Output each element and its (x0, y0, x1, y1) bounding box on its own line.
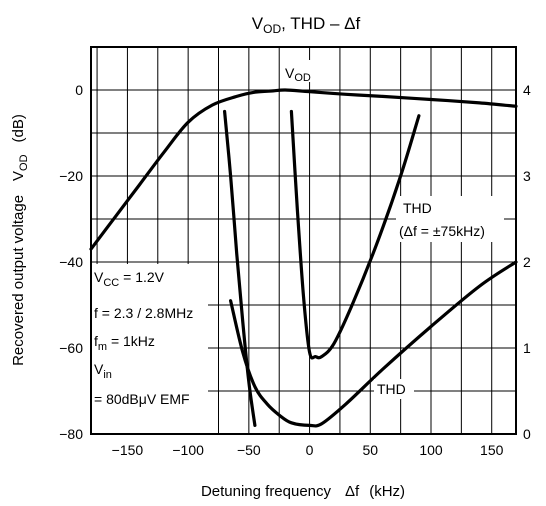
y-left-tick-label: −80 (59, 426, 83, 442)
y-left-tick-label: −40 (59, 254, 83, 270)
condition-line: f = 2.3 / 2.8MHz (94, 305, 193, 321)
x-tick-label: 150 (480, 442, 504, 458)
x-tick-label: 0 (306, 442, 314, 458)
y-left-tick-label: −20 (59, 168, 83, 184)
condition-line: = 80dBμV EMF (94, 391, 190, 407)
vod-label-bg (280, 60, 326, 82)
condition-line: Vin (94, 361, 112, 381)
x-tick-label: −100 (172, 442, 204, 458)
conditions-text: VCC = 1.2V f = 2.3 / 2.8MHz fm = 1kHz Vin = … (94, 269, 193, 407)
vod-curve (89, 88, 518, 251)
plot-frame (90, 46, 517, 435)
conditions-box (91, 264, 208, 434)
x-tick-label: 100 (419, 442, 443, 458)
y-axis-label: Recovered output voltage VOD (dB) (10, 114, 30, 366)
thd-curve-label: THD (377, 381, 406, 397)
chart-title: VOD, THD – Δf (252, 14, 361, 36)
y-right-tick-label: 1 (523, 340, 531, 356)
thd-wide-left-curve (223, 109, 257, 427)
condition-line: VCC = 1.2V (94, 269, 165, 289)
y-right-tick-label: 4 (523, 82, 531, 98)
thd-wide-label-bg (396, 196, 504, 242)
x-tick-label: −150 (112, 442, 144, 458)
y-axis-label-text: Recovered output voltage (10, 195, 27, 366)
x-axis-label-text: Detuning frequency (201, 483, 332, 500)
x-tick-label: −50 (237, 442, 261, 458)
x-axis-label: Detuning frequency Δf (kHz) (201, 483, 405, 500)
thd-label-bg (374, 379, 414, 399)
x-axis-label-unit: (kHz) (369, 483, 405, 500)
thd-wide-label-line2: (Δf = ±75kHz) (399, 223, 485, 239)
y-left-tick-labels: 0 −20 −40 −60 −80 (59, 82, 83, 442)
x-tick-labels: −150 −100 −50 0 50 100 150 (112, 442, 504, 458)
y-axis-label-symbol-main: V (10, 171, 27, 181)
y-left-tick-label: −60 (59, 340, 83, 356)
condition-line: fm = 1kHz (94, 333, 155, 353)
series-group (89, 88, 518, 428)
y-axis-label-unit: (dB) (10, 114, 27, 142)
thd-wide-right-curve (289, 109, 421, 360)
chart-title-rest: , THD – Δf (281, 14, 360, 33)
thd-wide-label-line1: THD (403, 200, 432, 216)
y-right-tick-label: 3 (523, 168, 531, 184)
y-left-tick-label: 0 (75, 82, 83, 98)
x-axis-label-symbol: Δf (345, 483, 360, 500)
x-tick-label: 50 (362, 442, 378, 458)
chart-title-main: V (252, 14, 264, 33)
y-axis-label-symbol-sub: OD (18, 154, 30, 171)
y-right-tick-label: 0 (523, 426, 531, 442)
vod-label-sub: OD (294, 72, 311, 84)
chart-title-sub: OD (263, 22, 281, 36)
y-right-tick-label: 2 (523, 254, 531, 270)
vod-label-main: V (285, 65, 295, 81)
vod-curve-label: VOD (285, 65, 311, 84)
y-right-tick-labels: 4 3 2 1 0 (523, 82, 531, 442)
thd-curve (229, 260, 518, 428)
